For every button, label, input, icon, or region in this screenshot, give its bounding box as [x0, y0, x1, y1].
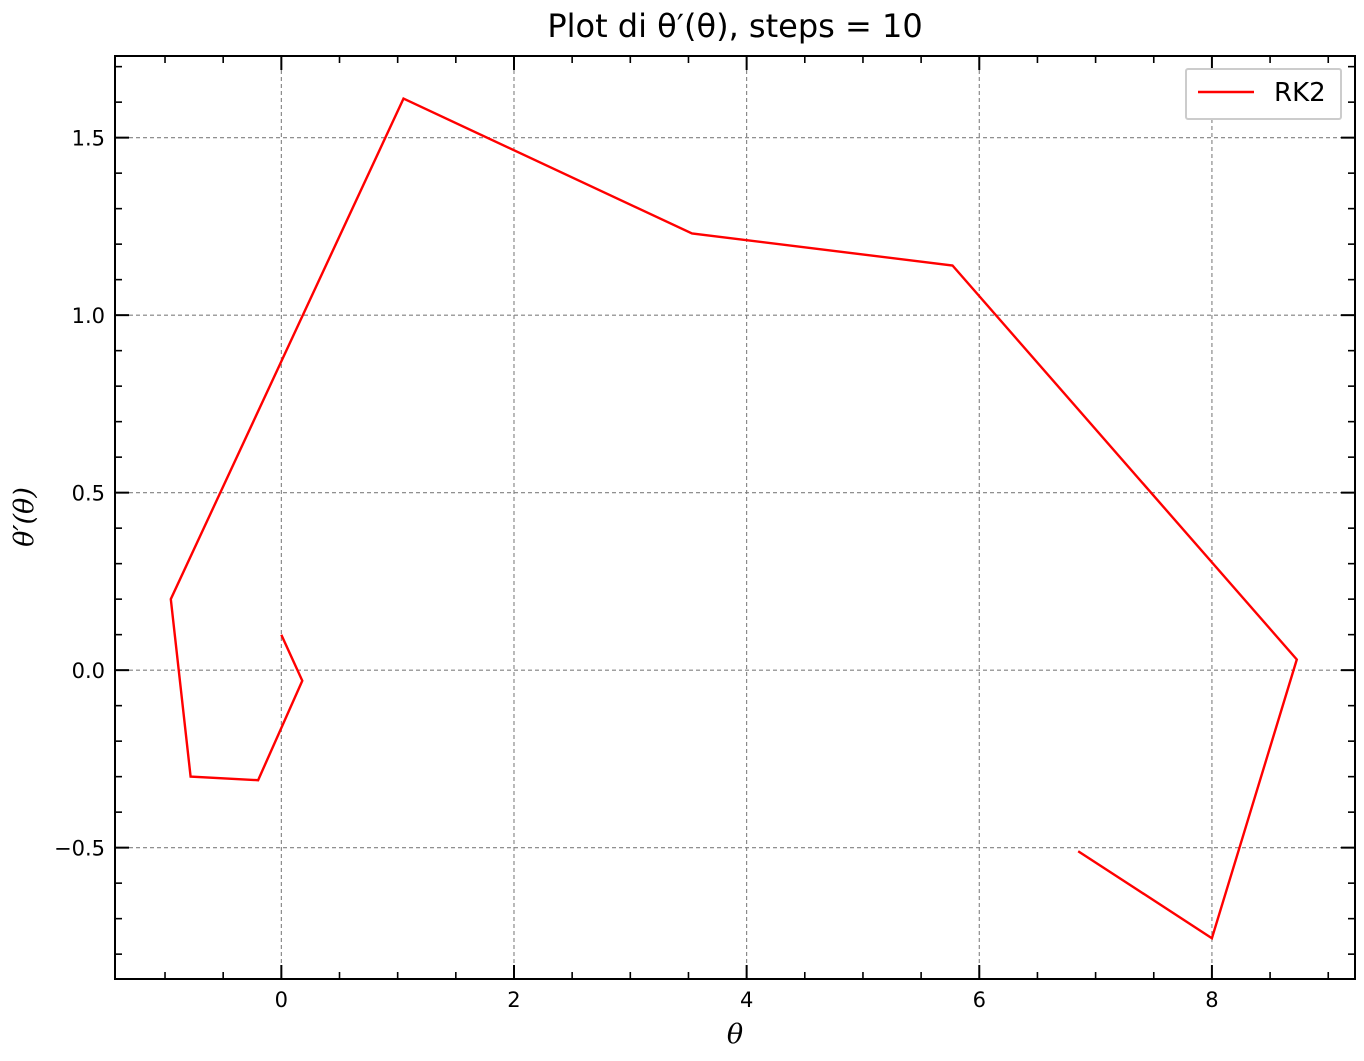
x-tick-label: 6	[973, 988, 986, 1012]
y-tick-labels: −0.5 0.0 0.5 1.0 1.5	[54, 127, 105, 861]
legend-box	[1185, 68, 1342, 120]
legend-label: RK2	[1274, 78, 1326, 108]
y-tick-label: −0.5	[54, 837, 105, 861]
y-axis-label: θ′(θ)	[9, 487, 40, 547]
y-tick-label: 0.0	[72, 659, 105, 683]
y-tick-label: 1.0	[72, 304, 105, 328]
x-tick-label: 0	[275, 988, 288, 1012]
x-tick-label: 2	[507, 988, 520, 1012]
y-tick-label: 0.5	[72, 482, 105, 506]
series-layer	[169, 97, 1299, 941]
x-tick-labels: 0 2 4 6 8	[275, 988, 1219, 1012]
series-line-rk2	[169, 97, 1299, 941]
plot-frame	[114, 55, 1356, 980]
grid-lines	[115, 56, 1355, 979]
x-tick-label: 8	[1205, 988, 1218, 1012]
x-tick-label: 4	[740, 988, 753, 1012]
y-tick-label: 1.5	[72, 127, 105, 151]
chart-title: Plot di θ′(θ), steps = 10	[547, 7, 922, 45]
legend: RK2	[1185, 68, 1342, 120]
x-axis-label: θ	[727, 1019, 743, 1050]
axis-ticks	[115, 56, 1355, 979]
